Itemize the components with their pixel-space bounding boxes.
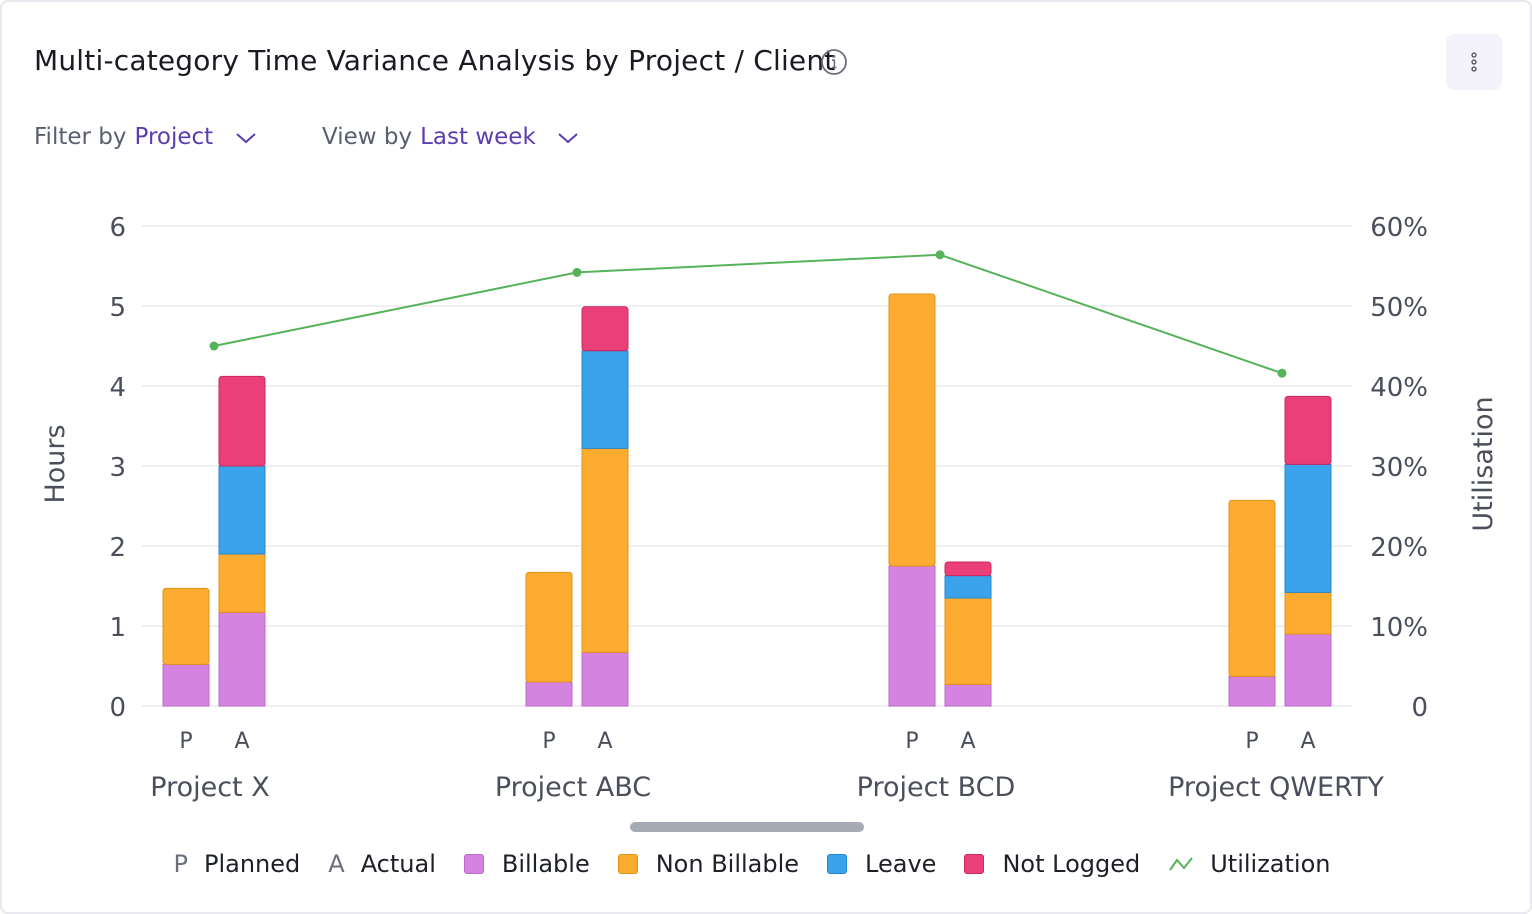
y-tick-label: 0	[109, 693, 126, 723]
category-label: Project X	[150, 772, 269, 803]
legend-leave[interactable]: Leave	[827, 850, 936, 878]
bar-segment-non-billable	[525, 571, 573, 683]
bar-segment-not-logged	[1284, 395, 1332, 465]
legend-utilization-label: Utilization	[1210, 850, 1331, 878]
y2-tick-label: 60%	[1370, 213, 1428, 243]
bar-label: A	[597, 729, 612, 754]
bar-segment-leave	[944, 575, 992, 599]
bar-segment-billable	[1284, 633, 1332, 707]
category-label: Project ABC	[495, 772, 651, 803]
y2-tick-label: 40%	[1370, 373, 1428, 403]
bar-segment-not-logged	[944, 561, 992, 577]
y-tick-label: 1	[109, 613, 126, 643]
y2-tick-label: 30%	[1370, 453, 1428, 483]
vertical-dots-icon	[1471, 52, 1477, 72]
bar-segment-non-billable	[888, 293, 936, 567]
bar-segment-billable	[944, 683, 992, 707]
bar-segment-non-billable	[1228, 499, 1276, 677]
non-billable-swatch	[617, 854, 638, 874]
view-by-label: View by	[322, 124, 413, 150]
filter-by-label: Filter by	[34, 124, 127, 150]
bar-segment-non-billable	[581, 447, 629, 653]
y2-tick-label: 10%	[1370, 613, 1428, 643]
bar-segment-billable	[581, 651, 629, 707]
category-label: Project QWERTY	[1168, 772, 1384, 803]
utilization-point	[935, 250, 945, 260]
bar-segment-non-billable	[162, 587, 210, 665]
bar-segment-leave	[581, 350, 629, 449]
bar-segment-non-billable	[944, 597, 992, 685]
y2-axis-title: Utilisation	[1468, 396, 1499, 531]
not-logged-swatch	[964, 854, 985, 874]
legend-leave-label: Leave	[865, 850, 937, 878]
bar-segment-billable	[888, 565, 936, 707]
legend-actual-letter: A	[328, 850, 345, 878]
y-axis-title: Hours	[40, 424, 71, 503]
y2-tick-label: 0	[1411, 693, 1428, 723]
bar-segment-non-billable	[218, 553, 266, 613]
bar-segment-leave	[218, 465, 266, 555]
legend-actual-label: Actual	[360, 850, 436, 878]
legend-billable-label: Billable	[501, 850, 590, 878]
bar-segment-billable	[525, 681, 573, 707]
bar-segment-not-logged	[218, 375, 266, 467]
y-tick-label: 5	[109, 293, 126, 323]
bar-label: P	[542, 729, 555, 754]
chart-scrollbar[interactable]	[630, 822, 864, 832]
bar-segment-billable	[218, 611, 266, 707]
legend-planned-letter: P	[173, 850, 188, 878]
filter-by-dropdown[interactable]: Filter by Project	[34, 124, 257, 150]
legend-non-billable[interactable]: Non Billable	[617, 850, 800, 878]
bar-segment-non-billable	[1284, 591, 1332, 635]
bar-segment-leave	[1284, 463, 1332, 593]
legend-planned[interactable]: P Planned	[174, 850, 301, 878]
utilization-line	[213, 253, 1283, 375]
chevron-down-icon	[235, 132, 256, 143]
utilization-line-icon	[1169, 857, 1193, 871]
more-options-button[interactable]	[1446, 34, 1502, 90]
chart-title: Multi-category Time Variance Analysis by…	[34, 44, 836, 77]
utilization-point	[1277, 368, 1287, 378]
y-tick-label: 6	[109, 213, 126, 243]
utilization-point	[209, 341, 219, 351]
billable-swatch	[463, 854, 484, 874]
y-tick-label: 4	[109, 373, 126, 403]
bar-segment-billable	[162, 663, 210, 707]
filter-by-value: Project	[134, 124, 214, 150]
bar-label: A	[960, 729, 975, 754]
bar-label: A	[234, 729, 249, 754]
bar-segment-billable	[1228, 675, 1276, 707]
legend-planned-label: Planned	[203, 850, 301, 878]
view-by-value: Last week	[420, 124, 536, 150]
legend-not-logged[interactable]: Not Logged	[964, 850, 1140, 878]
chart-legend: P Planned A Actual Billable Non Billable…	[2, 850, 1530, 878]
bar-label: P	[905, 729, 918, 754]
legend-billable[interactable]: Billable	[463, 850, 590, 878]
y2-tick-label: 50%	[1370, 293, 1428, 323]
legend-not-logged-label: Not Logged	[1002, 850, 1141, 878]
y-tick-label: 2	[109, 533, 126, 563]
category-label: Project BCD	[857, 772, 1016, 803]
bar-label: P	[1245, 729, 1258, 754]
y-tick-label: 3	[109, 453, 126, 483]
info-icon[interactable]	[820, 48, 848, 76]
legend-non-billable-label: Non Billable	[655, 850, 800, 878]
bar-segment-not-logged	[581, 306, 629, 352]
utilization-point	[572, 267, 582, 277]
leave-swatch	[827, 854, 848, 874]
bar-label: P	[179, 729, 192, 754]
legend-utilization[interactable]: Utilization	[1168, 850, 1330, 878]
bar-label: A	[1300, 729, 1315, 754]
y2-tick-label: 20%	[1370, 533, 1428, 563]
view-by-dropdown[interactable]: View by Last week	[322, 124, 579, 150]
chevron-down-icon	[558, 132, 578, 143]
legend-actual[interactable]: A Actual	[328, 850, 436, 878]
